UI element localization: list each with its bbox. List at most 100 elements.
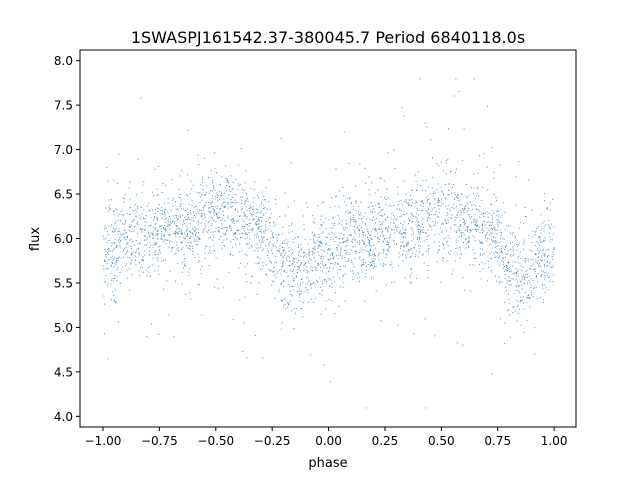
data-point — [428, 248, 430, 250]
data-point — [292, 285, 294, 287]
data-point — [170, 250, 172, 252]
data-point — [425, 250, 427, 252]
data-point — [328, 248, 330, 250]
data-point — [307, 281, 309, 283]
data-point — [422, 253, 424, 255]
data-point — [311, 231, 313, 233]
data-point — [188, 217, 190, 218]
data-point — [116, 267, 118, 269]
data-point — [473, 257, 475, 259]
data-point — [155, 212, 156, 214]
data-point — [202, 176, 203, 178]
data-point — [141, 192, 143, 194]
data-point — [487, 260, 489, 262]
data-point — [505, 246, 506, 247]
data-point — [230, 198, 232, 200]
data-point — [221, 176, 223, 178]
data-point — [186, 194, 187, 196]
data-point — [269, 237, 271, 239]
data-point — [427, 200, 428, 202]
data-point — [501, 215, 503, 217]
data-point — [112, 261, 114, 263]
data-point — [541, 252, 543, 254]
data-point — [501, 251, 502, 253]
data-point — [494, 256, 496, 258]
data-point — [507, 253, 509, 255]
data-point — [312, 235, 314, 237]
data-point — [440, 227, 442, 229]
data-point — [447, 194, 449, 196]
data-point — [539, 239, 541, 241]
data-point — [546, 265, 548, 267]
data-point — [350, 249, 352, 251]
data-point — [328, 233, 330, 235]
data-point — [495, 256, 497, 258]
data-point — [305, 202, 307, 204]
data-point — [319, 228, 321, 229]
data-point — [346, 251, 348, 253]
data-point — [517, 261, 519, 263]
data-point — [156, 238, 158, 240]
data-point — [378, 241, 380, 243]
data-point — [350, 224, 352, 226]
data-point — [167, 219, 169, 221]
data-point — [215, 221, 217, 223]
data-point — [538, 264, 540, 266]
data-point — [161, 210, 163, 212]
data-point — [136, 223, 138, 225]
data-point — [197, 220, 199, 222]
data-point — [352, 209, 354, 211]
data-point — [191, 219, 193, 221]
data-point — [490, 235, 492, 237]
data-point — [445, 236, 447, 238]
data-point — [319, 293, 321, 295]
data-point — [152, 264, 154, 266]
data-point — [219, 184, 221, 186]
data-point — [156, 188, 158, 190]
data-point — [373, 258, 374, 260]
data-point — [332, 227, 334, 229]
data-point — [413, 247, 415, 248]
data-point — [222, 241, 224, 243]
data-point — [541, 241, 543, 243]
data-point — [510, 255, 512, 257]
data-point — [436, 189, 438, 191]
data-point — [427, 186, 429, 188]
data-point — [118, 321, 119, 323]
data-point — [520, 265, 522, 267]
data-point — [460, 193, 462, 195]
data-point — [261, 268, 263, 270]
data-point — [173, 198, 175, 200]
data-point — [451, 206, 453, 208]
data-point — [241, 209, 243, 211]
data-point — [499, 237, 501, 239]
data-point — [279, 252, 281, 254]
data-point — [200, 216, 202, 217]
data-point — [397, 324, 399, 326]
data-point — [450, 250, 452, 252]
data-point — [417, 237, 419, 239]
data-point — [551, 256, 553, 258]
data-point — [438, 199, 439, 201]
data-point — [539, 241, 541, 243]
data-point — [456, 196, 457, 198]
data-point — [306, 269, 308, 271]
data-point — [465, 238, 467, 240]
data-point — [202, 179, 204, 180]
data-point — [317, 263, 319, 265]
data-point — [539, 263, 540, 264]
data-point — [265, 212, 267, 214]
data-point — [427, 251, 429, 252]
data-point — [466, 184, 468, 186]
data-point — [400, 233, 402, 235]
data-point — [119, 237, 121, 239]
data-point — [448, 190, 450, 192]
data-point — [182, 221, 184, 223]
data-point — [428, 217, 429, 219]
data-point — [317, 264, 319, 266]
data-point — [304, 263, 306, 265]
data-point — [146, 205, 148, 207]
data-point — [352, 273, 354, 274]
data-point — [108, 207, 110, 209]
data-point — [487, 189, 489, 190]
